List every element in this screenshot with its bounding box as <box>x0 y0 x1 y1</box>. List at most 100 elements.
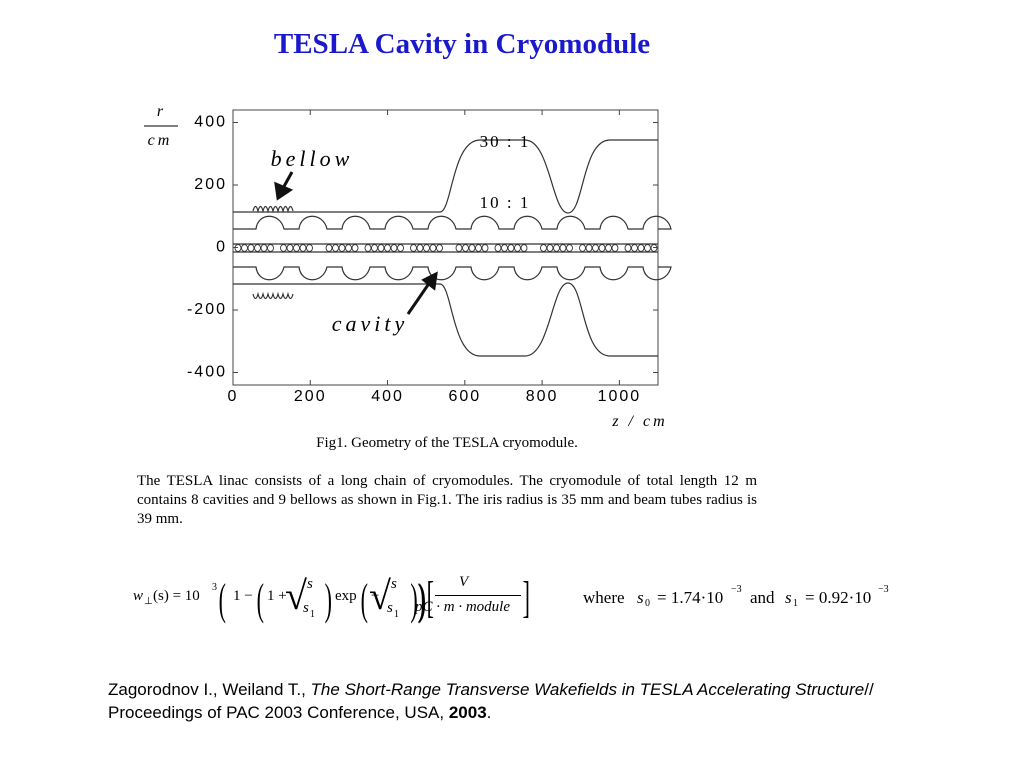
iris <box>559 244 567 252</box>
iris <box>345 244 352 252</box>
iris <box>585 244 593 252</box>
reference-details: // Proceedings of PAC 2003 Conference, U… <box>108 680 874 722</box>
iris <box>286 244 294 252</box>
iris <box>306 244 313 252</box>
formula-text: where <box>583 588 625 607</box>
iris <box>553 244 560 252</box>
outer-wall <box>233 139 658 214</box>
iris <box>241 244 248 252</box>
iris <box>501 244 508 252</box>
iris <box>494 244 502 252</box>
bracket: [ <box>426 573 434 622</box>
sqrt: √ <box>369 573 391 618</box>
slide-title: TESLA Cavity in Cryomodule <box>273 28 651 60</box>
formula-text: (s) = 10 <box>153 588 200 604</box>
figure: r cm z / cm bellow cavity 30 : 1 10 : 1 … <box>144 103 672 451</box>
iris <box>507 244 515 252</box>
iris <box>377 244 385 252</box>
iris <box>371 244 378 252</box>
iris <box>475 244 482 252</box>
iris <box>605 244 612 252</box>
figure-caption: Fig1. Geometry of the TESLA cryomodule. <box>316 435 578 451</box>
y-tick-label: 400 <box>194 114 227 131</box>
x-tick-label: 200 <box>294 388 327 405</box>
iris <box>514 244 521 252</box>
reference: Zagorodnov I., Weiland T., The Short-Ran… <box>108 678 928 724</box>
geometry-curves <box>233 139 672 357</box>
iris <box>338 244 346 252</box>
y-tick-label: 200 <box>194 176 227 193</box>
iris <box>254 244 261 252</box>
reference-title: The Short-Range Transverse Wakefields in… <box>310 680 865 699</box>
x-tick-label: 800 <box>526 388 559 405</box>
formula-text: s <box>785 588 792 607</box>
x-tick-label: 400 <box>371 388 404 405</box>
iris <box>397 244 404 252</box>
y-label-top: r <box>157 103 164 120</box>
bracket: ] <box>522 573 530 622</box>
iris <box>644 244 651 252</box>
iris <box>364 244 372 252</box>
x-label: z / cm <box>611 413 667 430</box>
formula-text: 0 <box>645 598 650 609</box>
iris <box>429 244 437 252</box>
formula-text: ⊥ <box>144 596 153 607</box>
formula-text: V <box>459 574 469 590</box>
paren: ( <box>218 575 226 624</box>
iris <box>462 244 469 252</box>
formula-text: s <box>307 576 313 592</box>
iris <box>546 244 554 252</box>
iris <box>416 244 424 252</box>
paren: ) <box>324 575 332 624</box>
iris <box>332 244 339 252</box>
y-tick-label: 0 <box>216 239 227 256</box>
iris <box>267 244 274 252</box>
iris <box>384 244 391 252</box>
formula-text: 1 − <box>233 588 253 604</box>
iris <box>325 244 333 252</box>
iris <box>520 244 528 252</box>
annotation-cavity: cavity <box>332 311 409 336</box>
formula-text: pC · m · module <box>415 599 510 615</box>
reference-end: . <box>486 703 492 722</box>
formula-text: = 1.74·10 <box>657 588 724 607</box>
formula-text: 1 + <box>267 588 287 604</box>
formula-text: w <box>133 588 144 604</box>
iris <box>423 244 430 252</box>
iris <box>247 244 255 252</box>
paragraph: The TESLA linac consists of a long chain… <box>137 473 757 527</box>
formula-text: 1 <box>793 598 798 609</box>
iris <box>540 244 547 252</box>
iris <box>631 244 638 252</box>
paren: )) <box>410 575 425 624</box>
formula-text: −3 <box>878 584 889 595</box>
cavity-wall <box>233 215 672 230</box>
y-label-bottom: cm <box>148 132 173 149</box>
iris <box>293 244 300 252</box>
formula-text: and <box>750 588 775 607</box>
iris <box>299 244 307 252</box>
iris <box>410 244 417 252</box>
formula-text: 1 <box>310 609 315 620</box>
formula-text: s <box>303 600 309 616</box>
iris <box>579 244 586 252</box>
formula: w ⊥ (s) = 10 3 ( 1 − ( 1 + √ s s 1 ) exp… <box>133 566 913 630</box>
iris <box>351 244 359 252</box>
reference-authors: Zagorodnov I., Weiland T., <box>108 680 311 699</box>
iris <box>624 244 632 252</box>
formula-text: 3 <box>212 582 217 593</box>
paren: ( <box>256 575 264 624</box>
x-tick-label: 600 <box>448 388 481 405</box>
iris <box>598 244 606 252</box>
formula-text: − <box>371 588 380 604</box>
fraction-bar <box>435 595 521 596</box>
iris <box>260 244 268 252</box>
iris <box>566 244 573 252</box>
arrows <box>274 171 438 315</box>
formula-text: s <box>637 588 644 607</box>
formula-text: exp <box>335 588 357 604</box>
formula-text: −3 <box>731 584 742 595</box>
outer-wall <box>233 282 658 357</box>
x-tick-label: 0 <box>228 388 239 405</box>
